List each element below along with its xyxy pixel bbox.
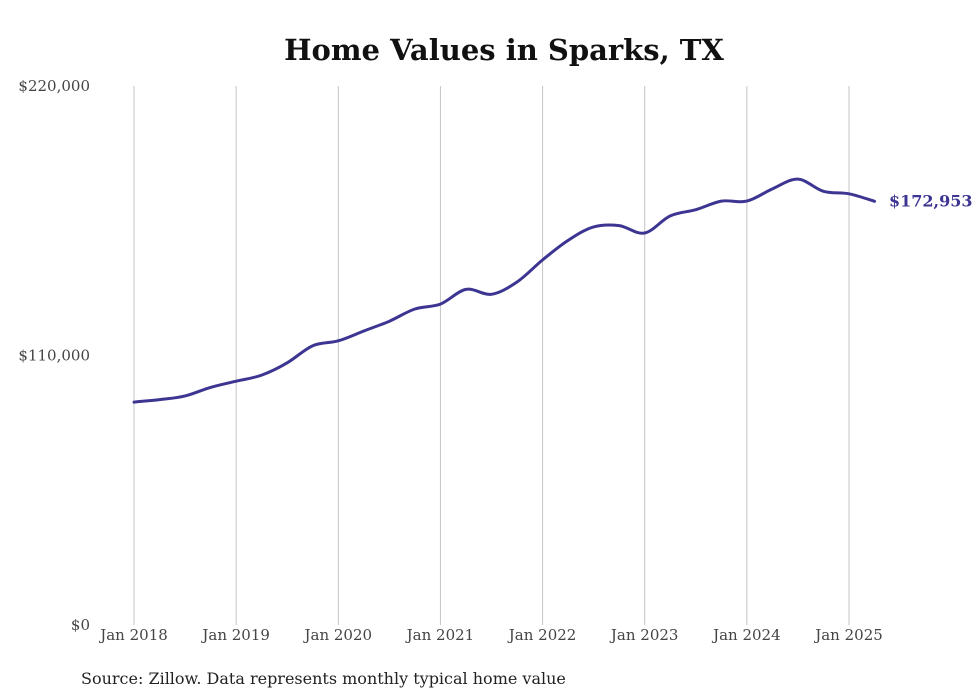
x-tick-label: Jan 2021: [405, 626, 475, 644]
y-tick-label: $110,000: [18, 347, 90, 365]
x-tick-label: Jan 2025: [813, 626, 883, 644]
y-axis-ticks: $0 $110,000 $220,000: [18, 77, 90, 634]
x-tick-label: Jan 2022: [507, 626, 577, 644]
series-line: [132, 177, 876, 404]
chart-title: Home Values in Sparks, TX: [284, 33, 724, 67]
x-axis-ticks: Jan 2018 Jan 2019 Jan 2020 Jan 2021 Jan 2022…: [98, 626, 883, 644]
x-tick-label: Jan 2018: [98, 626, 168, 644]
y-tick-label: $220,000: [18, 77, 90, 95]
end-value-label: $172,953: [889, 191, 973, 210]
x-tick-label: Jan 2023: [609, 626, 679, 644]
gridlines: [133, 86, 850, 625]
x-tick-label: Jan 2024: [711, 626, 781, 644]
x-tick-label: Jan 2020: [303, 626, 373, 644]
y-tick-label: $0: [71, 616, 90, 634]
source-note: Source: Zillow. Data represents monthly …: [81, 669, 566, 688]
x-tick-label: Jan 2019: [200, 626, 270, 644]
